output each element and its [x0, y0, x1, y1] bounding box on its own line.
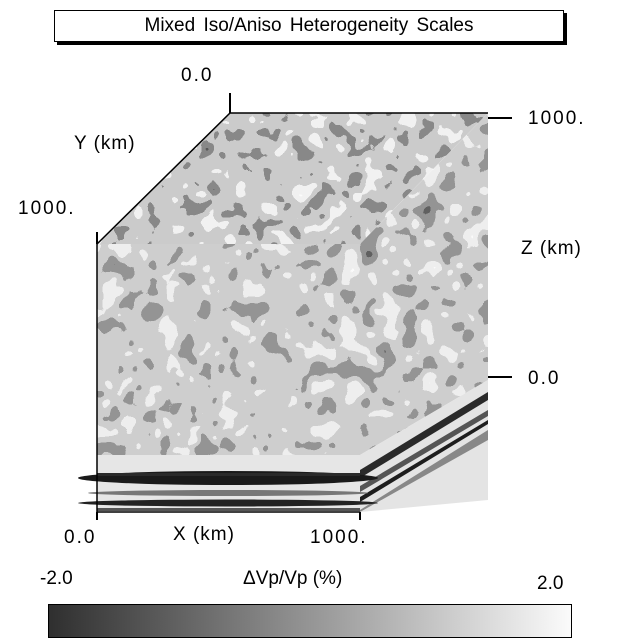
- colorbar-min-label: -2.0: [40, 568, 73, 589]
- x-axis-max-label: 1000.: [310, 527, 368, 548]
- colorbar: [48, 604, 572, 638]
- figure-title-text: Mixed Iso/Aniso Heterogeneity Scales: [144, 15, 474, 36]
- z-axis-max-label: 1000.: [528, 108, 586, 129]
- figure-title: Mixed Iso/Aniso Heterogeneity Scales: [54, 10, 564, 42]
- cube-front-face: [97, 244, 360, 455]
- cube-side-bands: [360, 380, 488, 512]
- y-axis-max-label: 1000.: [18, 198, 76, 219]
- colorbar-title: ΔVp/Vp (%): [243, 568, 343, 589]
- y-axis-title: Y (km): [74, 133, 136, 154]
- heterogeneity-cube: [78, 93, 512, 520]
- z-axis-min-label: 0.0: [528, 368, 561, 389]
- cube-top-edge: [96, 112, 488, 245]
- cube-front-bands: [78, 455, 378, 511]
- x-axis-title: X (km): [173, 524, 235, 545]
- colorbar-max-label: 2.0: [537, 573, 564, 594]
- z-axis-title: Z (km): [521, 238, 582, 259]
- y-axis-min-label: 0.0: [181, 65, 214, 86]
- x-axis-min-label: 0.0: [64, 527, 97, 548]
